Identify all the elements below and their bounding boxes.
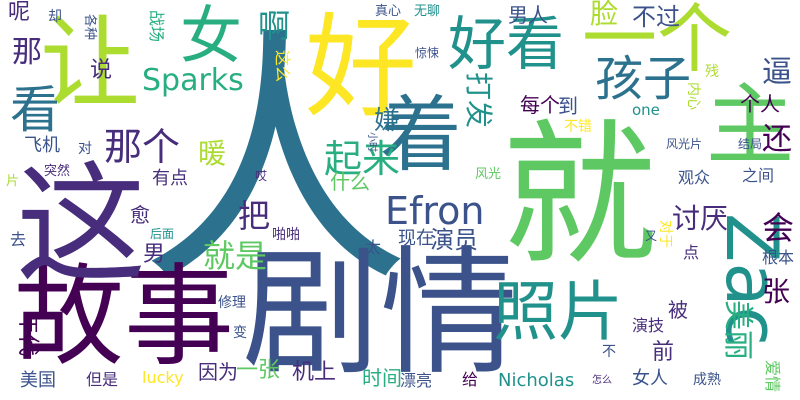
word-meige: 每个 xyxy=(520,93,560,117)
word-xiaoshi: 小时 xyxy=(366,132,377,152)
word-papa: 啪啪 xyxy=(272,227,300,243)
word-danshi: 但是 xyxy=(86,370,119,389)
word-nuan: 暖 xyxy=(198,137,227,170)
word-zenme: 怎么 xyxy=(592,375,612,386)
word-gei: 给 xyxy=(462,370,479,389)
word-bucuo: 不错 xyxy=(564,119,592,135)
word-zheme: 这么 xyxy=(273,50,292,83)
word-xiuli: 修理 xyxy=(218,295,246,311)
word-yanji: 演技 xyxy=(632,316,665,335)
word-ren: 人 xyxy=(140,5,410,320)
word-nanren: 男人 xyxy=(508,3,548,27)
word-qu: 去 xyxy=(10,230,27,249)
word-haizi: 孩子 xyxy=(595,51,692,107)
word-gezhong: 各种 xyxy=(82,14,97,41)
word-a: 啊 xyxy=(258,7,291,45)
word-guanzhong: 观众 xyxy=(678,168,711,187)
word-yige: 一个 xyxy=(582,0,733,83)
word-hao: 好 xyxy=(305,3,417,133)
word-jieju: 结局 xyxy=(738,137,763,151)
word-qian: 前 xyxy=(652,340,675,365)
word-dafa: 打发 xyxy=(462,72,495,129)
word-xian: 嫌 xyxy=(374,106,401,136)
word-jiushi: 就是 xyxy=(203,237,268,275)
word-shenme: 什么 xyxy=(330,170,370,194)
word-zhang: 张 xyxy=(762,275,791,308)
word-sparks: Sparks xyxy=(142,63,244,98)
word-kan: 看 xyxy=(10,81,60,139)
word-nan: 男 xyxy=(143,242,166,267)
word-hui: 会 xyxy=(762,209,795,247)
word-efron: Efron xyxy=(385,189,485,233)
word-jingsong: 惊悚 xyxy=(415,46,440,60)
word-turan: 突然 xyxy=(44,164,71,179)
word-zhanchang: 战场 xyxy=(147,10,166,43)
word-houmian: 后面 xyxy=(150,227,175,241)
word-bi: 逼 xyxy=(762,55,792,90)
word-wuliao: 无聊 xyxy=(414,4,441,19)
word-fengguang: 风光 xyxy=(475,167,502,182)
word-buguo: 不过 xyxy=(632,3,680,31)
word-tai: 太 xyxy=(365,238,382,257)
word-jishang: 机上 xyxy=(292,360,337,385)
word-one: one xyxy=(632,101,660,119)
word-fengguangpian: 风光片 xyxy=(666,137,703,151)
word-ba: 把 xyxy=(238,197,271,235)
word-ne: 呢 xyxy=(8,0,31,25)
word-pai: 拍 xyxy=(262,90,286,118)
word-zhe: 这 xyxy=(16,149,147,301)
word-dian: 点 xyxy=(683,243,700,262)
word-piaoliang: 漂亮 xyxy=(400,371,433,390)
word-aiqing: 爱情 xyxy=(763,360,782,393)
word-gushi: 故事 xyxy=(14,253,234,381)
word-lucky: lucky xyxy=(142,368,184,387)
word-can: 残 xyxy=(705,64,719,80)
word-youdian: 有点 xyxy=(152,168,188,189)
word-na: 那 xyxy=(12,35,42,70)
word-bu: 不 xyxy=(602,344,616,360)
word-neixin: 内心 xyxy=(685,82,701,110)
word-geren: 个人 xyxy=(740,92,780,116)
word-zhu: 主 xyxy=(706,74,795,177)
word-zhenxin: 真心 xyxy=(375,4,402,19)
word-ai: 哎 xyxy=(255,169,268,183)
word-yu: 愈 xyxy=(130,203,150,227)
word-duiyu: 对于 xyxy=(657,220,673,248)
word-nicholas: Nicholas xyxy=(498,370,575,391)
word-zhaopian: 照片 xyxy=(493,275,624,350)
word-niandai: 年代 xyxy=(15,312,40,357)
word-meiguo: 美国 xyxy=(20,370,56,391)
word-jiu: 就 xyxy=(502,105,657,286)
word-xianzai: 现在 xyxy=(398,228,434,249)
word-meili: 美丽 xyxy=(720,300,755,360)
word-dui: 对 xyxy=(78,141,92,157)
word-yinwei: 因为 xyxy=(198,360,238,384)
word-taoyan: 讨厌 xyxy=(672,202,729,235)
word-lian: 脸 xyxy=(590,0,619,30)
word-qilai: 起来 xyxy=(324,137,401,181)
word-nage: 那个 xyxy=(104,125,181,169)
word-que: 却 xyxy=(48,9,62,25)
word-nv: 女 xyxy=(180,0,243,72)
word-bei: 被 xyxy=(668,298,688,322)
word-juqing: 剧情 xyxy=(242,233,519,394)
word-yanyuan: 演员 xyxy=(430,226,478,254)
word-hai: 还 xyxy=(762,122,792,157)
word-shuo: 说 xyxy=(90,58,113,83)
word-zhijian: 之间 xyxy=(742,166,775,185)
word-nvren: 女人 xyxy=(632,368,668,389)
word-zhe2: 着 xyxy=(380,88,463,183)
word-shijian: 时间 xyxy=(362,366,402,390)
word-chengshu: 成熟 xyxy=(693,372,721,388)
word-genben: 根本 xyxy=(762,248,795,267)
word-dao: 到 xyxy=(558,94,578,118)
word-yizhang: 一张 xyxy=(236,358,281,383)
word-bian: 变 xyxy=(233,325,247,341)
word-you: 又 xyxy=(645,229,658,243)
word-haokan: 好看 xyxy=(448,10,565,78)
word-rang: 让 xyxy=(40,5,140,122)
word-feiji: 飞机 xyxy=(24,135,60,156)
word-pian: 片 xyxy=(6,174,20,189)
